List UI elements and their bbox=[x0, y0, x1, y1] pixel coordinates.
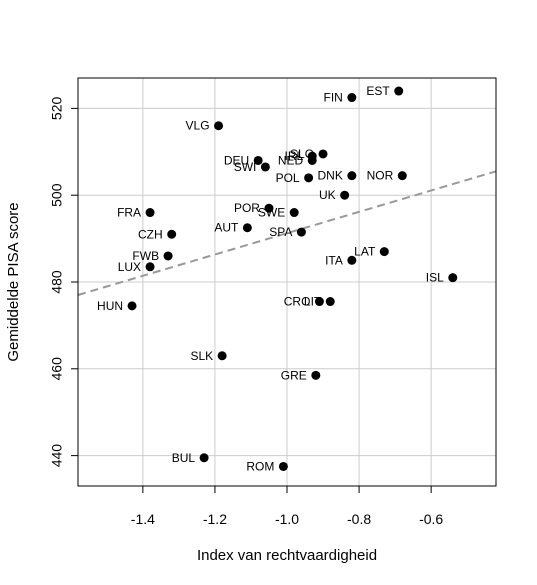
data-label-swi: SWI bbox=[234, 160, 257, 174]
data-point-swi bbox=[260, 162, 270, 172]
grid-lines bbox=[78, 78, 496, 486]
x-tick-label: -0.8 bbox=[347, 511, 371, 527]
x-tick-label: -1.0 bbox=[275, 511, 299, 527]
data-point-spa bbox=[296, 227, 306, 237]
data-label-lit: LIT bbox=[304, 295, 322, 309]
data-point-est bbox=[394, 86, 404, 96]
y-tick-label: 520 bbox=[49, 96, 65, 120]
data-point-rom bbox=[278, 461, 288, 471]
data-point-cro bbox=[314, 297, 324, 307]
data-point-ita bbox=[347, 255, 357, 265]
y-tick-label: 480 bbox=[49, 270, 65, 294]
data-point-nor bbox=[397, 171, 407, 181]
data-label-pol: POL bbox=[276, 171, 300, 185]
data-label-hun: HUN bbox=[97, 299, 123, 313]
data-label-dnk: DNK bbox=[318, 169, 343, 183]
data-label-est: EST bbox=[366, 84, 390, 98]
data-label-czh: CZH bbox=[138, 227, 163, 241]
data-label-lat: LAT bbox=[354, 245, 376, 259]
data-point-bul bbox=[199, 453, 209, 463]
x-axis-title: Index van rechtvaardigheid bbox=[197, 547, 377, 564]
x-tick-label: -1.2 bbox=[203, 511, 227, 527]
y-tick-label: 460 bbox=[49, 357, 65, 381]
data-label-irl: IRL bbox=[285, 149, 304, 163]
data-label-fwb: FWB bbox=[132, 249, 159, 263]
data-point-pol bbox=[304, 173, 314, 183]
data-label-deu: DEU bbox=[224, 153, 249, 167]
data-label-aut: AUT bbox=[214, 221, 239, 235]
data-label-fra: FRA bbox=[117, 206, 141, 220]
data-label-slo: SLO bbox=[290, 147, 314, 161]
data-label-spa: SPA bbox=[269, 225, 292, 239]
data-label-slk: SLK bbox=[190, 349, 213, 363]
y-axis-title: Gemiddelde PISA score bbox=[5, 202, 22, 361]
y-tick-label: 440 bbox=[49, 444, 65, 468]
data-label-swe: SWE bbox=[258, 206, 285, 220]
data-point-lat bbox=[379, 247, 389, 257]
data-label-vlg: VLG bbox=[186, 119, 210, 133]
trend-line bbox=[77, 170, 497, 296]
data-label-ita: ITA bbox=[325, 253, 343, 267]
y-tick-label: 500 bbox=[49, 183, 65, 207]
data-point-slo bbox=[318, 149, 328, 159]
data-label-uk: UK bbox=[319, 188, 336, 202]
data-point-swe bbox=[289, 208, 299, 218]
data-point-ned bbox=[307, 155, 317, 165]
data-label-gre: GRE bbox=[281, 368, 307, 382]
data-point-slk bbox=[217, 351, 227, 361]
data-point-lux bbox=[145, 262, 155, 272]
data-point-deu bbox=[253, 155, 263, 165]
data-point-por bbox=[264, 203, 274, 213]
data-point-fra bbox=[145, 208, 155, 218]
data-label-cro: CRO bbox=[284, 295, 311, 309]
data-point-dnk bbox=[347, 171, 357, 181]
data-label-nor: NOR bbox=[367, 169, 394, 183]
data-point-hun bbox=[127, 301, 137, 311]
data-point-isl bbox=[448, 273, 458, 283]
x-axis: -1.4 -1.2 -1.0 -0.8 -0.6 bbox=[131, 486, 443, 527]
data-point-vlg bbox=[214, 121, 224, 131]
data-point-gre bbox=[311, 370, 321, 380]
data-label-isl: ISL bbox=[426, 271, 444, 285]
data-label-ned: NED bbox=[278, 153, 304, 167]
data-label-bul: BUL bbox=[172, 451, 196, 465]
x-tick-label: -1.4 bbox=[131, 511, 155, 527]
y-axis: 440 460 480 500 520 bbox=[49, 96, 78, 467]
data-point-lit bbox=[325, 297, 335, 307]
data-point-czh bbox=[167, 229, 177, 239]
data-label-fin: FIN bbox=[324, 91, 343, 105]
data-point-fin bbox=[347, 93, 357, 103]
data-label-rom: ROM bbox=[246, 459, 274, 473]
x-tick-label: -0.6 bbox=[419, 511, 443, 527]
data-label-por: POR bbox=[234, 201, 260, 215]
data-point-fwb bbox=[163, 251, 173, 261]
data-label-lux: LUX bbox=[118, 260, 141, 274]
data-point-aut bbox=[242, 223, 252, 233]
data-point-uk bbox=[340, 190, 350, 200]
